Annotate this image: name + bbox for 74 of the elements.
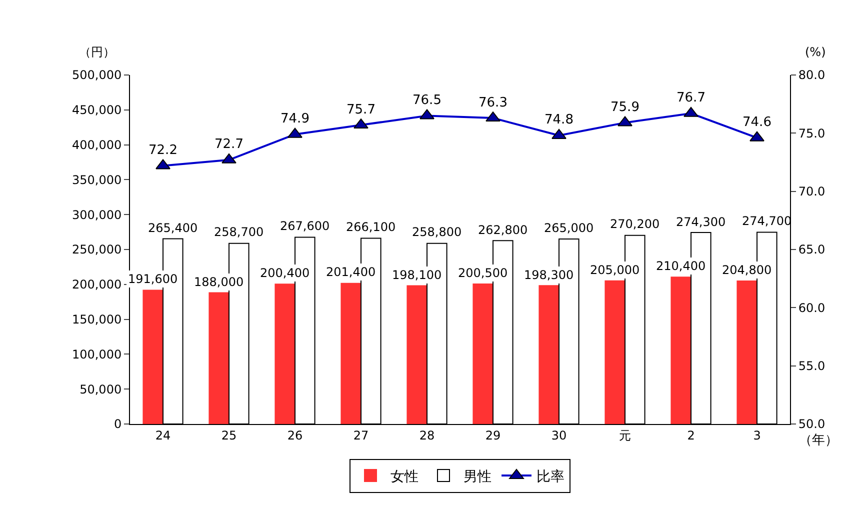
y-tick-label: 300,000 — [72, 208, 122, 222]
data-label: 258,700 — [214, 225, 264, 239]
y-tick-label: 350,000 — [72, 172, 122, 187]
y2-tick-label: 55.0 — [798, 359, 826, 374]
y-tick-label: 100,000 — [72, 347, 122, 362]
x-tick-label: 29 — [485, 428, 501, 442]
data-label: 265,000 — [544, 221, 594, 235]
y-tick-label: 50,000 — [80, 382, 122, 396]
data-label: 76.7 — [676, 90, 706, 106]
bar — [472, 284, 494, 424]
y-tick-label: 400,000 — [72, 138, 122, 152]
bar — [406, 285, 428, 424]
x-tick-label: 24 — [155, 428, 171, 442]
y2-tick-label: 65.0 — [798, 242, 826, 257]
bar — [604, 280, 626, 424]
legend-label: 男性 — [464, 468, 492, 485]
data-label: 265,400 — [148, 221, 198, 235]
x-tick-label: 30 — [551, 428, 567, 442]
data-label: 258,800 — [412, 225, 462, 239]
x-tick-label: 25 — [221, 428, 237, 442]
bar — [142, 290, 164, 424]
y2-tick-label: 75.0 — [798, 126, 826, 140]
data-label: 205,000 — [590, 263, 640, 277]
data-label: 75.9 — [610, 100, 640, 115]
y2-tick-label: 70.0 — [798, 184, 826, 199]
y-axis-title: （円） — [79, 45, 115, 59]
data-label: 262,800 — [478, 223, 528, 237]
y-tick-label: 250,000 — [72, 242, 122, 257]
data-label: 270,200 — [610, 217, 660, 231]
y-tick-label: 150,000 — [72, 312, 122, 326]
x-tick-label: 27 — [353, 428, 369, 442]
data-label: 76.3 — [478, 95, 508, 110]
bar — [670, 276, 692, 424]
data-label: 266,100 — [346, 220, 396, 234]
y-tick-label: 450,000 — [72, 103, 122, 118]
data-label: 204,800 — [722, 263, 772, 277]
data-label: 210,400 — [656, 259, 706, 273]
bar — [736, 280, 758, 424]
x-tick-label: 26 — [287, 428, 303, 442]
legend-label: 比率 — [536, 468, 564, 485]
x-tick-label: 元 — [619, 428, 631, 442]
data-label: 188,000 — [194, 275, 244, 289]
y-tick-label: 200,000 — [72, 278, 122, 292]
x-tick-label: 2 — [687, 428, 695, 442]
data-label: 76.5 — [412, 92, 442, 108]
data-label: 198,300 — [524, 268, 574, 282]
data-label: 74.6 — [742, 115, 772, 130]
data-label: 75.7 — [346, 102, 376, 118]
data-label: 274,700 — [742, 214, 792, 228]
data-label: 200,500 — [458, 266, 508, 280]
bar — [340, 282, 362, 424]
data-label: 267,600 — [280, 219, 330, 233]
data-label: 200,400 — [260, 266, 310, 280]
data-label: 74.9 — [280, 112, 310, 127]
data-label: 72.7 — [214, 137, 244, 152]
bar — [208, 292, 230, 424]
bar — [538, 285, 560, 424]
y2-tick-label: 80.0 — [798, 68, 826, 82]
data-label: 274,300 — [676, 215, 726, 229]
data-label: 191,600 — [128, 272, 178, 286]
y-tick-label: 0 — [114, 417, 122, 432]
data-label: 72.2 — [148, 142, 178, 158]
y2-tick-label: 50.0 — [798, 417, 826, 432]
x-tick-label: 3 — [753, 428, 761, 442]
bar — [274, 284, 296, 424]
data-label: 198,100 — [392, 268, 442, 282]
data-label: 74.8 — [544, 112, 574, 128]
text: （年） — [799, 433, 838, 448]
legend-label: 女性 — [390, 468, 418, 485]
data-label: 201,400 — [326, 265, 376, 279]
y-tick-label: 500,000 — [72, 68, 122, 82]
y2-axis-title: (%) — [805, 45, 826, 59]
y2-tick-label: 60.0 — [798, 300, 826, 315]
x-tick-label: 28 — [419, 428, 435, 442]
